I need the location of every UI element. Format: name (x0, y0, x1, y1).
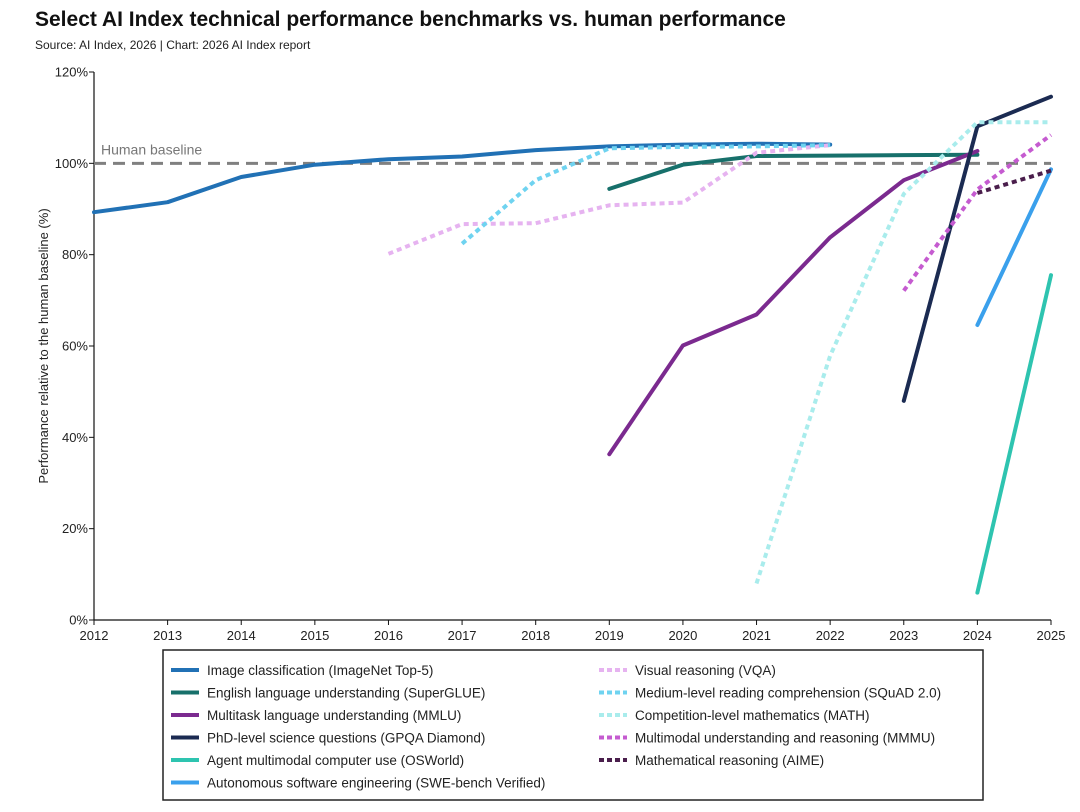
x-tick-label: 2023 (889, 628, 918, 643)
x-tick-label: 2014 (227, 628, 256, 643)
legend-label: Agent multimodal computer use (OSWorld) (207, 753, 464, 768)
x-tick-label: 2017 (448, 628, 477, 643)
legend-label: Competition-level mathematics (MATH) (635, 708, 870, 723)
legend-label: Multitask language understanding (MMLU) (207, 708, 461, 723)
series-line-1 (92, 141, 833, 215)
legend-label: Medium-level reading comprehension (SQuA… (635, 686, 941, 701)
x-tick-label: 2024 (963, 628, 992, 643)
y-axis-label: Performance relative to the human baseli… (36, 208, 51, 483)
x-tick-label: 2015 (300, 628, 329, 643)
legend-label: Autonomous software engineering (SWE-ben… (207, 776, 545, 791)
y-tick-label: 120% (55, 65, 89, 80)
series-line-8 (460, 143, 831, 246)
x-tick-label: 2020 (668, 628, 697, 643)
x-tick-label: 2022 (816, 628, 845, 643)
y-tick-label: 20% (62, 521, 88, 536)
legend-label: Mathematical reasoning (AIME) (635, 753, 824, 768)
series-line-2 (607, 152, 980, 191)
x-tick-label: 2012 (80, 628, 109, 643)
y-tick-label: 80% (62, 247, 88, 262)
y-tick-label: 40% (62, 430, 88, 445)
x-tick-label: 2018 (521, 628, 550, 643)
chart-subtitle: Source: AI Index, 2026 | Chart: 2026 AI … (35, 38, 311, 52)
x-tick-label: 2013 (153, 628, 182, 643)
chart-title: Select AI Index technical performance be… (35, 8, 786, 31)
legend: Image classification (ImageNet Top-5) Eng… (162, 649, 984, 801)
x-tick-label: 2021 (742, 628, 771, 643)
legend-label: Image classification (ImageNet Top-5) (207, 663, 433, 678)
series-line-5 (975, 273, 1053, 595)
legend-box (162, 649, 984, 801)
series-line-11 (976, 168, 1052, 195)
legend-label: PhD-level science questions (GPQA Diamon… (207, 731, 485, 746)
y-tick-label: 100% (55, 156, 89, 171)
legend-label: Visual reasoning (VQA) (635, 663, 776, 678)
series-line-3 (607, 149, 980, 457)
series-line-7 (387, 143, 831, 256)
x-tick-label: 2016 (374, 628, 403, 643)
legend-label: Multimodal understanding and reasoning (… (635, 731, 935, 746)
human-baseline-label: Human baseline (101, 141, 202, 157)
y-tick-label: 60% (62, 339, 88, 354)
series-line-6 (975, 167, 1053, 327)
series-line-4 (901, 94, 1053, 403)
series-line-9 (754, 120, 1051, 585)
y-tick-label: 0% (69, 613, 88, 628)
legend-label: English language understanding (SuperGLU… (207, 686, 485, 701)
plot-area: 0% 20% 40% 60% 80% 100% 120% 2012 2013 2014 2015 20… (55, 65, 1066, 644)
x-tick-label: 2019 (595, 628, 624, 643)
x-tick-label: 2025 (1037, 628, 1066, 643)
